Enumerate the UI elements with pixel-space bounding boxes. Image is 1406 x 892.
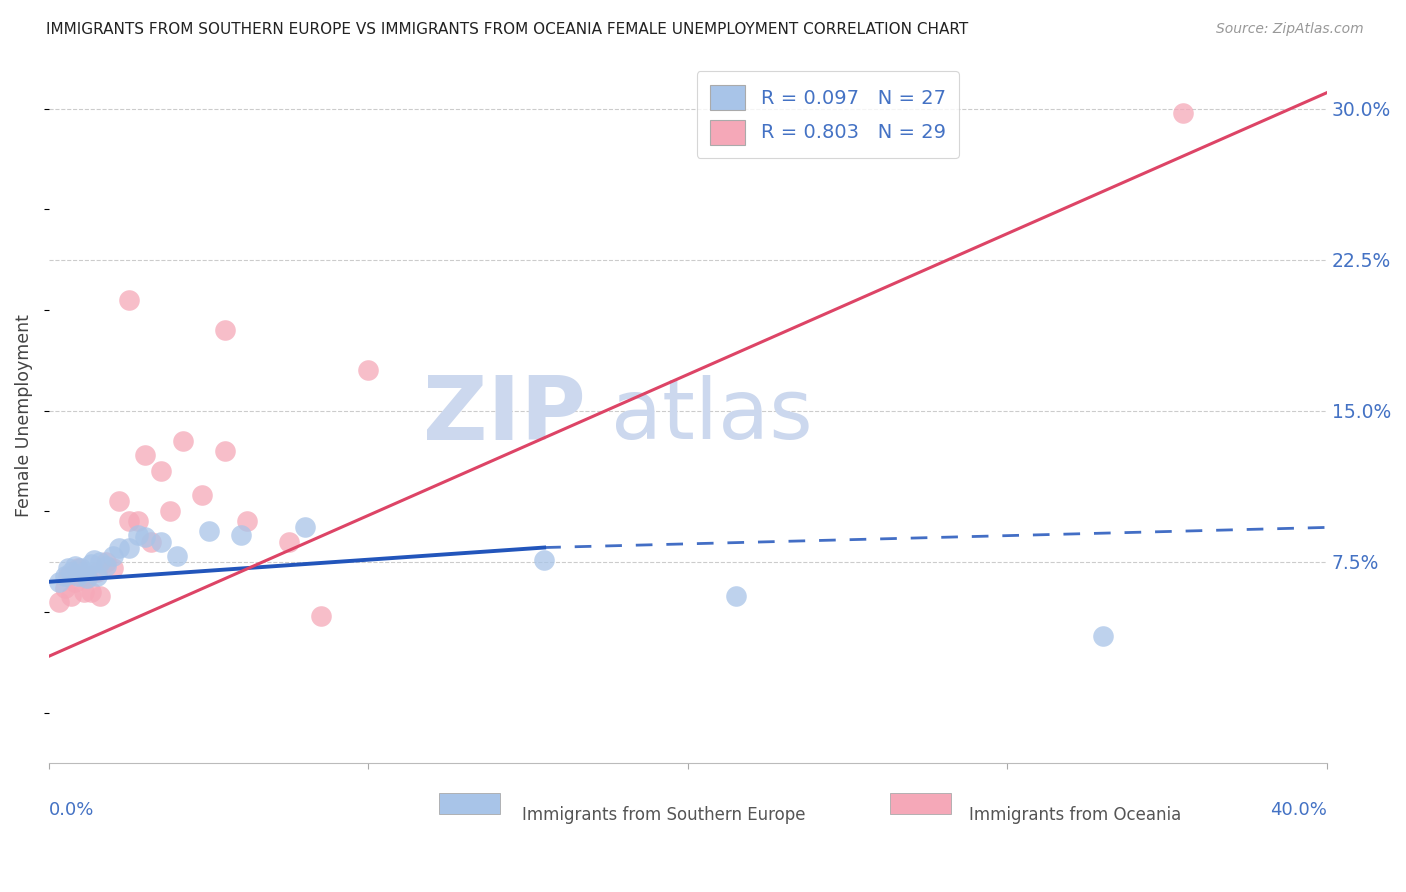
Point xyxy=(89,555,111,569)
Point xyxy=(159,504,181,518)
Point xyxy=(134,531,156,545)
Point xyxy=(70,560,93,574)
Point xyxy=(56,560,79,574)
Point xyxy=(96,558,118,573)
Point xyxy=(166,549,188,563)
Point xyxy=(79,584,101,599)
Point xyxy=(96,555,118,569)
Point xyxy=(1092,629,1115,643)
Point xyxy=(48,595,70,609)
Text: Immigrants from Oceania: Immigrants from Oceania xyxy=(969,806,1181,824)
Text: IMMIGRANTS FROM SOUTHERN EUROPE VS IMMIGRANTS FROM OCEANIA FEMALE UNEMPLOYMENT C: IMMIGRANTS FROM SOUTHERN EUROPE VS IMMIG… xyxy=(46,22,969,37)
Point xyxy=(118,541,141,555)
Text: atlas: atlas xyxy=(612,376,813,456)
Point xyxy=(229,528,252,542)
Point xyxy=(86,568,108,582)
Point xyxy=(79,557,101,571)
Point xyxy=(89,589,111,603)
Point xyxy=(118,293,141,307)
Point xyxy=(53,581,76,595)
Point xyxy=(1171,105,1194,120)
FancyBboxPatch shape xyxy=(439,793,501,814)
Point xyxy=(357,363,380,377)
Point xyxy=(83,552,105,566)
Point xyxy=(214,323,236,337)
Point xyxy=(127,514,149,528)
Point xyxy=(76,568,98,582)
Point xyxy=(48,574,70,589)
Point xyxy=(76,571,98,585)
Point xyxy=(172,434,194,448)
Point xyxy=(66,560,89,574)
Text: 40.0%: 40.0% xyxy=(1270,801,1327,819)
Point xyxy=(73,565,96,579)
Text: ZIP: ZIP xyxy=(423,372,586,459)
Point xyxy=(533,552,555,566)
Point xyxy=(191,488,214,502)
Point xyxy=(108,494,131,508)
Point xyxy=(149,534,172,549)
Point xyxy=(60,565,83,579)
Point xyxy=(197,524,219,539)
Point xyxy=(70,568,93,582)
Point xyxy=(141,534,163,549)
Point xyxy=(101,560,124,574)
Point xyxy=(108,541,131,555)
Point xyxy=(118,514,141,528)
Point xyxy=(294,520,316,534)
Point xyxy=(101,549,124,563)
FancyBboxPatch shape xyxy=(890,793,952,814)
Point xyxy=(66,568,89,582)
Point xyxy=(63,558,86,573)
Point xyxy=(53,568,76,582)
Point xyxy=(309,609,332,624)
Point xyxy=(277,534,299,549)
Point xyxy=(149,464,172,478)
Point xyxy=(127,528,149,542)
Legend: R = 0.097   N = 27, R = 0.803   N = 29: R = 0.097 N = 27, R = 0.803 N = 29 xyxy=(696,71,959,158)
Point xyxy=(60,589,83,603)
Y-axis label: Female Unemployment: Female Unemployment xyxy=(15,314,32,517)
Point xyxy=(56,568,79,582)
Text: Source: ZipAtlas.com: Source: ZipAtlas.com xyxy=(1216,22,1364,37)
Point xyxy=(73,584,96,599)
Point xyxy=(236,514,259,528)
Point xyxy=(134,448,156,462)
Text: 0.0%: 0.0% xyxy=(49,801,94,819)
Point xyxy=(63,574,86,589)
Point xyxy=(214,444,236,458)
Point xyxy=(724,589,747,603)
Text: Immigrants from Southern Europe: Immigrants from Southern Europe xyxy=(522,806,806,824)
Point xyxy=(86,565,108,579)
